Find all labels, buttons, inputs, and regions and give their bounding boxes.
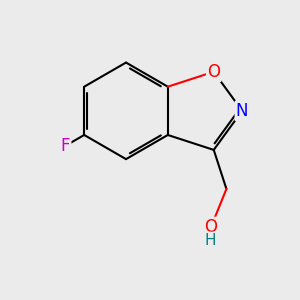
Text: O: O: [205, 218, 218, 236]
Text: O: O: [207, 63, 220, 81]
Text: N: N: [236, 102, 248, 120]
Text: F: F: [61, 137, 70, 155]
Text: H: H: [204, 233, 216, 248]
